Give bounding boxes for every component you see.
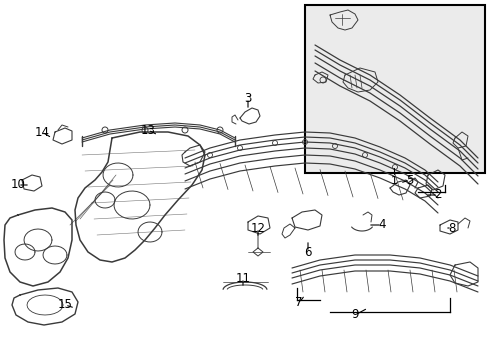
Text: 3: 3 bbox=[245, 91, 252, 104]
Bar bbox=[305, 5, 485, 173]
Text: 5: 5 bbox=[406, 174, 414, 186]
Text: 10: 10 bbox=[11, 179, 25, 192]
Text: 2: 2 bbox=[434, 189, 442, 202]
Text: 13: 13 bbox=[141, 123, 155, 136]
Text: 1: 1 bbox=[391, 176, 397, 186]
Text: 7: 7 bbox=[295, 297, 303, 310]
Text: 12: 12 bbox=[250, 221, 266, 234]
Text: 14: 14 bbox=[34, 126, 49, 139]
Text: 11: 11 bbox=[236, 271, 250, 284]
Text: 9: 9 bbox=[351, 309, 359, 321]
Text: 6: 6 bbox=[304, 246, 312, 258]
Text: 8: 8 bbox=[448, 221, 456, 234]
Text: 15: 15 bbox=[57, 298, 73, 311]
Text: 4: 4 bbox=[378, 219, 386, 231]
